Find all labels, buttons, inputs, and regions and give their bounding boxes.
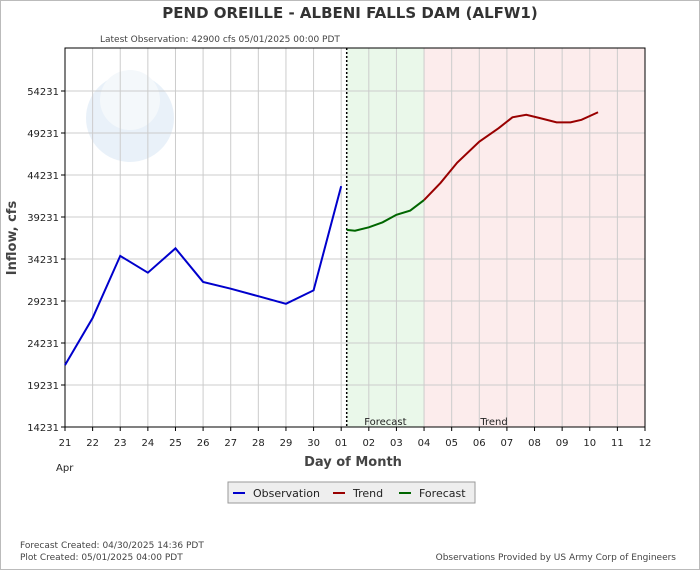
logo <box>100 70 160 130</box>
x-tick-label: 24 <box>141 438 154 449</box>
x-tick-label: 05 <box>445 438 458 449</box>
y-tick-label: 49231 <box>27 129 59 140</box>
y-tick-label: 14231 <box>27 423 59 434</box>
x-tick-label: 03 <box>390 438 403 449</box>
x-tick-label: 07 <box>501 438 514 449</box>
x-tick-label: 23 <box>114 438 127 449</box>
y-axis-label: Inflow, cfs <box>5 201 20 276</box>
subtitle: Latest Observation: 42900 cfs 05/01/2025… <box>100 35 340 45</box>
x-tick-label: 30 <box>307 438 320 449</box>
y-tick-label: 44231 <box>27 171 59 182</box>
series-line <box>346 199 425 232</box>
x-tick-label: 02 <box>362 438 375 449</box>
x-tick-label: 26 <box>197 438 210 449</box>
x-tick-label: 29 <box>280 438 293 449</box>
legend-label: Observation <box>253 487 320 500</box>
y-tick-label: 19231 <box>27 381 59 392</box>
plot-frame <box>64 47 646 428</box>
x-tick-label: 08 <box>528 438 541 449</box>
y-tick-label: 54231 <box>27 87 59 98</box>
x-tick-label: 22 <box>86 438 99 449</box>
forecast-label: Forecast <box>364 417 406 428</box>
footer-left: Forecast Created: 04/30/2025 14:36 PDT <box>20 541 204 551</box>
x-tick-label: 11 <box>611 438 624 449</box>
x-tick-label: 21 <box>59 438 72 449</box>
x-tick-label: 01 <box>335 438 348 449</box>
x-month-label: Apr <box>56 463 74 474</box>
legend-label: Trend <box>352 487 383 500</box>
y-tick-label: 39231 <box>27 213 59 224</box>
legend <box>227 481 476 504</box>
y-tick-label: 29231 <box>27 297 59 308</box>
x-tick-label: 28 <box>252 438 265 449</box>
y-tick-label: 24231 <box>27 339 59 350</box>
x-tick-label: 04 <box>418 438 431 449</box>
legend-label: Forecast <box>419 487 466 500</box>
series-line <box>423 111 599 201</box>
x-tick-label: 06 <box>473 438 486 449</box>
x-tick-label: 25 <box>169 438 182 449</box>
x-tick-label: 27 <box>224 438 237 449</box>
x-tick-label: 09 <box>556 438 569 449</box>
footer-right: Observations Provided by US Army Corp of… <box>436 553 677 563</box>
series-line <box>64 185 343 366</box>
footer-left: Plot Created: 05/01/2025 04:00 PDT <box>20 553 183 563</box>
trend-label: Trend <box>479 417 507 428</box>
chart-title: PEND OREILLE - ALBENI FALLS DAM (ALFW1) <box>162 4 537 22</box>
y-tick-label: 34231 <box>27 255 59 266</box>
forecast-region <box>346 48 425 427</box>
x-tick-label: 12 <box>639 438 652 449</box>
x-axis-label: Day of Month <box>304 455 402 470</box>
x-tick-label: 10 <box>583 438 596 449</box>
